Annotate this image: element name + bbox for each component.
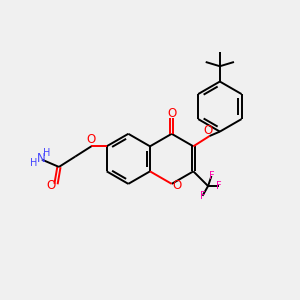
Text: F: F [200,191,205,201]
Text: H: H [30,158,37,168]
Text: O: O [167,107,176,120]
Text: O: O [203,124,213,137]
Text: N: N [37,152,45,165]
Text: F: F [208,171,214,181]
Text: O: O [46,179,56,192]
Text: F: F [216,181,222,191]
Text: O: O [172,179,182,192]
Text: O: O [87,133,96,146]
Text: H: H [44,148,51,158]
